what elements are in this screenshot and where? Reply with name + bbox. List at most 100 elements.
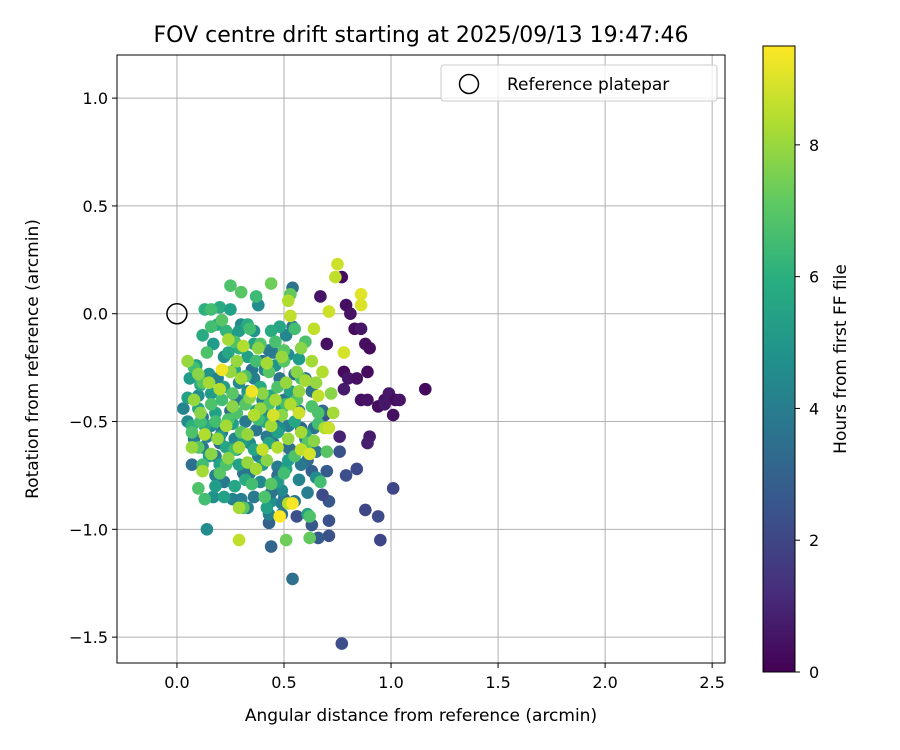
scatter-point — [290, 365, 304, 379]
scatter-point — [271, 441, 284, 454]
scatter-point — [361, 436, 374, 450]
legend-box — [440, 64, 718, 102]
scatter-point — [256, 387, 269, 400]
scatter-point — [281, 294, 295, 308]
scatter-point — [215, 363, 229, 377]
scatter-point — [294, 426, 308, 439]
scatter-point — [198, 428, 212, 441]
scatter-point — [279, 533, 293, 547]
scatter-point — [361, 393, 374, 407]
scatter-point — [333, 445, 346, 459]
scatter-point — [226, 400, 239, 413]
scatter-point — [292, 385, 306, 398]
colorbar-tick-label: 4 — [809, 399, 819, 418]
scatter-point — [292, 406, 306, 420]
scatter-point — [239, 415, 252, 428]
scatter-point — [294, 458, 308, 471]
scatter-point — [213, 466, 227, 480]
y-axis-ticks: 1.0 0.5 0.0 −0.5 −1.0 −1.5 — [69, 89, 117, 647]
scatter-point — [316, 365, 329, 379]
scatter-point — [241, 428, 254, 441]
scatter-point — [359, 503, 372, 517]
legend-label: Reference platepar — [507, 75, 669, 95]
colorbar-tick-label: 8 — [809, 136, 819, 155]
x-tick-label: 0.5 — [271, 673, 296, 692]
scatter-point — [393, 393, 406, 407]
y-tick-label: 1.0 — [83, 89, 108, 108]
scatter-point — [192, 367, 205, 381]
scatter-point — [196, 328, 209, 342]
scatter-point — [187, 393, 201, 407]
scatter-point — [241, 456, 254, 469]
scatter-point — [209, 479, 222, 493]
scatter-point — [260, 357, 274, 370]
scatter-point — [326, 406, 340, 420]
plot-frame — [116, 54, 726, 664]
scatter-point — [256, 443, 269, 456]
x-axis-ticks: 0.0 0.5 1.0 1.5 2.0 2.5 — [164, 663, 725, 692]
x-tick-label: 1.5 — [485, 673, 510, 692]
scatter-point — [354, 298, 368, 312]
y-tick-label: 0.0 — [83, 305, 108, 324]
scatter-point — [234, 285, 248, 299]
scatter-point — [386, 482, 400, 495]
scatter-point — [258, 490, 272, 504]
scatter-point — [269, 335, 282, 349]
scatter-point — [371, 510, 385, 523]
y-tick-label: 0.5 — [83, 197, 108, 216]
scatter-point — [363, 341, 376, 355]
scatter-point — [350, 462, 364, 476]
scatter-point — [198, 492, 212, 506]
scatter-point — [322, 529, 336, 543]
scatter-point — [230, 354, 244, 368]
scatter-point — [303, 447, 316, 461]
scatter-point — [337, 346, 351, 359]
scatter-point — [207, 337, 220, 351]
scatter-point — [288, 322, 301, 336]
scatter-point — [232, 501, 246, 515]
scatter-point — [177, 402, 190, 415]
scatter-point — [204, 397, 218, 411]
scatter-point — [322, 514, 336, 528]
scatter-point — [251, 341, 265, 355]
scatter-point — [194, 406, 207, 420]
x-tick-label: 1.0 — [378, 673, 403, 692]
scatter-point — [217, 490, 231, 504]
scatter-point — [294, 341, 308, 355]
scatter-point — [264, 540, 278, 553]
scatter-point — [262, 516, 276, 530]
legend-circle-icon — [458, 73, 480, 95]
x-axis-label: Angular distance from reference (arcmin) — [245, 706, 597, 726]
scatter-point — [316, 488, 329, 502]
y-tick-label: −1.0 — [69, 520, 108, 539]
scatter-point — [260, 501, 274, 515]
scatter-point — [234, 372, 248, 385]
scatter-point — [299, 374, 312, 387]
colorbar-ticks: 0 2 4 6 8 — [795, 136, 819, 682]
scatter-point — [232, 324, 246, 338]
scatter-point — [245, 477, 259, 491]
scatter-point — [192, 482, 205, 495]
scatter-point — [264, 419, 278, 433]
scatter-point — [247, 490, 261, 504]
scatter-point — [303, 531, 316, 545]
scatter-point — [262, 344, 276, 357]
colorbar-tick-label: 2 — [809, 531, 819, 550]
x-tick-label: 2.5 — [699, 673, 724, 692]
scatter-point — [264, 324, 278, 338]
scatter-point — [354, 322, 368, 336]
x-tick-label: 2.0 — [592, 673, 617, 692]
scatter-point — [213, 382, 227, 396]
scatter-point — [249, 354, 263, 368]
scatter-point — [333, 430, 346, 443]
scatter-point — [185, 426, 199, 439]
chart-title: FOV centre drift starting at 2025/09/13 … — [154, 23, 689, 48]
scatter-point — [286, 497, 299, 510]
colorbar — [762, 45, 796, 673]
scatter-point — [314, 475, 327, 489]
scatter-point — [215, 393, 229, 407]
scatter-point — [292, 473, 306, 487]
scatter-point — [286, 572, 299, 586]
scatter-point — [219, 419, 233, 433]
